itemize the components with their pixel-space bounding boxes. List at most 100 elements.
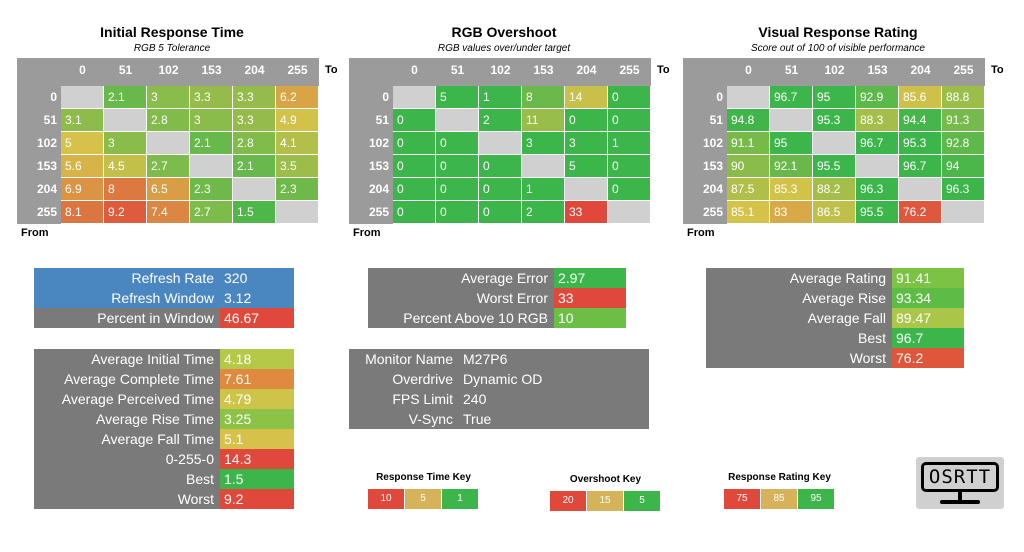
stat-label: Monitor Name <box>365 351 453 367</box>
heatmap-cell: 9.2 <box>104 201 147 224</box>
heatmap-cell: 88.8 <box>942 86 985 109</box>
stat-label: Best <box>185 471 214 487</box>
heatmap-empty-cell <box>61 86 104 109</box>
heatmap-cell: 0 <box>608 109 651 132</box>
heatmap-col-label: 0 <box>79 63 86 77</box>
stat-label: Percent in Window <box>97 310 214 326</box>
stat-value: 320 <box>220 268 294 289</box>
response-rating-key: Response Rating Key 75 85 95 <box>724 472 835 510</box>
heatmap-cell: 95.3 <box>899 132 942 155</box>
stat-row: Refresh Window 3.12 <box>34 288 294 309</box>
stat-value: 33 <box>554 288 626 309</box>
heatmap-title: Visual Response Rating <box>758 24 918 40</box>
heatmap-cell: 3.5 <box>276 155 319 178</box>
heatmap-row-label: 102 <box>36 136 57 150</box>
stat-value: 14.3 <box>220 449 294 470</box>
stat-label: Refresh Window <box>111 290 214 306</box>
key-cell: 15 <box>587 491 624 511</box>
stat-row: Refresh Rate 320 <box>34 268 294 289</box>
heatmap-row-label: 51 <box>375 113 389 127</box>
heatmap-empty-cell <box>233 178 276 201</box>
heatmap-header-strip <box>17 58 319 86</box>
heatmap-cell: 95 <box>813 86 856 109</box>
heatmap-cell: 95 <box>770 132 813 155</box>
heatmap-col-label: 255 <box>287 63 308 77</box>
heatmap-from-label: From <box>687 227 715 239</box>
heatmap-cell: 96.7 <box>770 86 813 109</box>
heatmap-empty-cell <box>276 201 319 224</box>
key-cell: 1 <box>442 489 479 509</box>
heatmap-row-label: 51 <box>709 113 723 127</box>
heatmap-cell: 94.4 <box>899 109 942 132</box>
heatmap-cell: 95.5 <box>813 155 856 178</box>
stat-label: Best <box>857 330 886 346</box>
heatmap-cell: 4.9 <box>276 109 319 132</box>
heatmap-cell: 3 <box>565 132 608 155</box>
heatmap-cell: 96.3 <box>856 178 899 201</box>
stat-row: Overdrive Dynamic OD <box>349 369 649 389</box>
stat-label: Average Complete Time <box>64 371 214 387</box>
stat-row: Average Fall Time 5.1 <box>34 429 294 450</box>
stat-value: Dynamic OD <box>463 371 543 387</box>
heatmap-subtitle: RGB 5 Tolerance <box>133 43 211 54</box>
key-cell: 75 <box>724 489 761 509</box>
heatmap-cell: 2.1 <box>233 155 276 178</box>
heatmap-cell: 3 <box>190 109 233 132</box>
stat-value: 91.41 <box>892 268 964 289</box>
heatmap-cell: 2.3 <box>276 178 319 201</box>
stat-row: Average Error 2.97 <box>368 268 626 289</box>
heatmap-col-label: 204 <box>910 63 931 77</box>
heatmap-col-label: 102 <box>824 63 845 77</box>
stat-value: 76.2 <box>892 348 964 369</box>
heatmap-cell: 85.3 <box>770 178 813 201</box>
heatmap-cell: 0 <box>608 86 651 109</box>
heatmap-visual-rating: Visual Response Rating Score out of 100 … <box>683 0 1004 250</box>
stat-label: 0-255-0 <box>165 451 214 467</box>
heatmap-cell: 2.7 <box>190 201 233 224</box>
heatmap-subtitle: Score out of 100 of visible performance <box>751 43 925 54</box>
monitor-table: Monitor Name M27P6 Overdrive Dynamic OD FPS … <box>349 349 649 429</box>
response-time-key: Response Time Key 10 5 1 <box>368 472 479 510</box>
heatmap-from-label: From <box>21 227 49 239</box>
heatmap-initial-response: Initial Response Time RGB 5 Tolerance 0 5… <box>17 0 338 250</box>
heatmap-rgb-overshoot: RGB Overshoot RGB values over/under targ… <box>349 0 670 250</box>
heatmap-cell: 0 <box>436 132 479 155</box>
heatmap-cell: 14 <box>565 86 608 109</box>
heatmap-cell: 88.2 <box>813 178 856 201</box>
heatmap-cell: 0 <box>565 109 608 132</box>
heatmap-cell: 5 <box>565 155 608 178</box>
heatmap-empty-cell <box>479 132 522 155</box>
heatmap-cell: 8 <box>104 178 147 201</box>
heatmap-col-label: 153 <box>201 63 222 77</box>
heatmap-cell: 5.6 <box>61 155 104 178</box>
heatmap-cell: 0 <box>393 178 436 201</box>
stat-row: Worst 76.2 <box>706 348 964 369</box>
stat-value: True <box>463 411 492 427</box>
heatmap-col-label: 51 <box>118 63 133 77</box>
stat-value: 4.18 <box>220 349 294 370</box>
heatmap-cell: 3 <box>522 132 565 155</box>
heatmap-empty-cell <box>565 178 608 201</box>
heatmap-empty-cell <box>608 201 651 224</box>
heatmap-empty-cell <box>190 155 233 178</box>
heatmap-cell: 88.3 <box>856 109 899 132</box>
heatmap-cell: 0 <box>479 178 522 201</box>
heatmap-empty-cell <box>104 109 147 132</box>
heatmap-cell: 2 <box>479 109 522 132</box>
heatmap-empty-cell <box>856 155 899 178</box>
heatmap-row-label: 0 <box>382 90 389 104</box>
heatmap-cell: 83 <box>770 201 813 224</box>
logo-monitor-icon: OSRTT <box>921 462 999 492</box>
heatmap-col-label: 0 <box>411 63 418 77</box>
heatmap-cell: 6.5 <box>147 178 190 201</box>
heatmap-row-label: 204 <box>36 182 57 196</box>
stat-label: Average Rise <box>802 290 886 306</box>
heatmap-cell: 33 <box>565 201 608 224</box>
heatmap-col-label: 153 <box>867 63 888 77</box>
heatmap-cell: 0 <box>393 201 436 224</box>
heatmap-cell: 2 <box>522 201 565 224</box>
stat-value: 3.12 <box>220 288 294 309</box>
stat-row: Best 96.7 <box>706 328 964 349</box>
heatmap-cell: 0 <box>393 109 436 132</box>
stat-value: 10 <box>554 308 626 329</box>
